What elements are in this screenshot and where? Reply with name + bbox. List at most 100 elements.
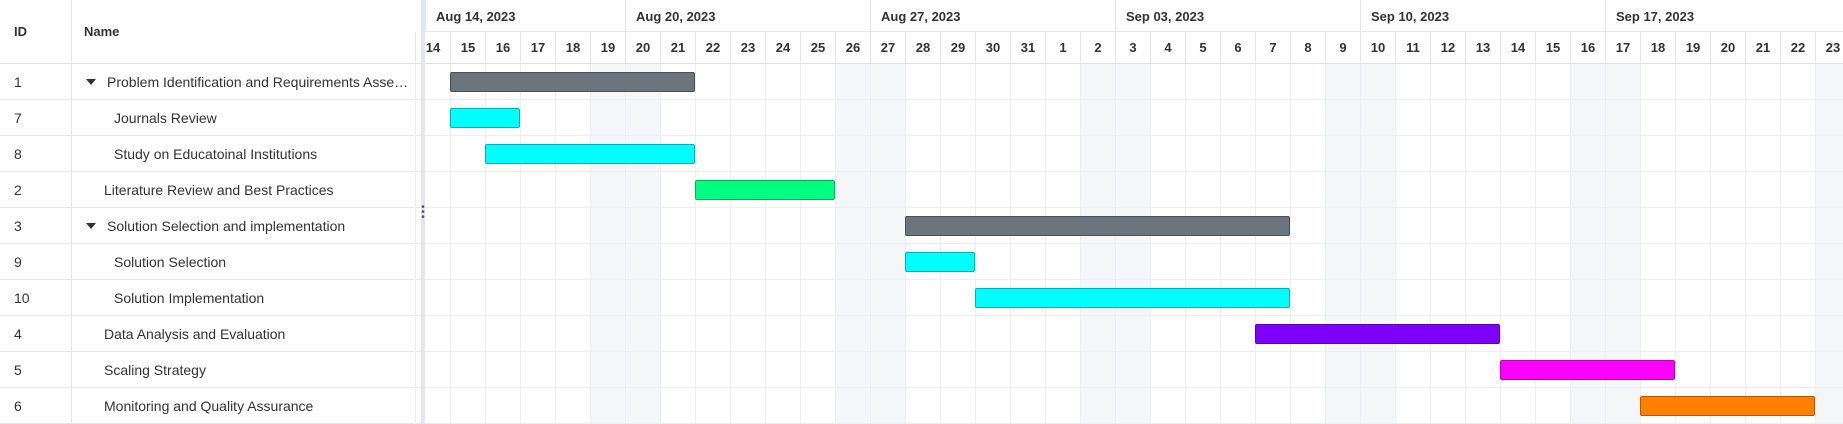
- day-label: 10: [1360, 32, 1395, 64]
- day-column: [1640, 64, 1675, 424]
- task-bar[interactable]: [905, 216, 1290, 236]
- week-header: Sep 10, 2023: [1360, 0, 1605, 32]
- day-column: [555, 64, 590, 424]
- day-column: [905, 64, 940, 424]
- timeline-row: [425, 64, 1843, 100]
- day-label: 24: [765, 32, 800, 64]
- day-label: 14: [1500, 32, 1535, 64]
- day-label: 25: [800, 32, 835, 64]
- week-header: Aug 27, 2023: [870, 0, 1115, 32]
- row-id: 4: [14, 326, 22, 342]
- day-column: [590, 64, 625, 424]
- table-row[interactable]: 7 Journals Review: [0, 100, 421, 136]
- week-label: Aug 20, 2023: [636, 9, 716, 24]
- table-row[interactable]: 3 Solution Selection and implementation: [0, 208, 421, 244]
- task-bar[interactable]: [695, 180, 835, 200]
- task-bar[interactable]: [975, 288, 1290, 308]
- table-row[interactable]: 10 Solution Implementation: [0, 280, 421, 316]
- row-id: 8: [14, 146, 22, 162]
- table-row[interactable]: 6 Monitoring and Quality Assurance: [0, 388, 421, 424]
- day-column: [1290, 64, 1325, 424]
- day-column: [1220, 64, 1255, 424]
- task-name: Journals Review: [114, 110, 217, 126]
- day-column: [625, 64, 660, 424]
- task-bar[interactable]: [1500, 360, 1675, 380]
- day-column: [975, 64, 1010, 424]
- table-row[interactable]: 8 Study on Educatoinal Institutions: [0, 136, 421, 172]
- day-column: [660, 64, 695, 424]
- day-label: 30: [975, 32, 1010, 64]
- row-id: 9: [14, 254, 22, 270]
- day-column: [1430, 64, 1465, 424]
- day-column: [1745, 64, 1780, 424]
- task-name: Solution Selection: [114, 254, 227, 270]
- day-label: 8: [1290, 32, 1325, 64]
- day-label: 12: [1430, 32, 1465, 64]
- task-bar[interactable]: [485, 144, 695, 164]
- task-bar[interactable]: [450, 108, 520, 128]
- day-column: [1150, 64, 1185, 424]
- task-bar[interactable]: [1640, 396, 1815, 416]
- day-column: [800, 64, 835, 424]
- row-id: 5: [14, 362, 22, 378]
- table-row[interactable]: 9 Solution Selection: [0, 244, 421, 280]
- day-column: [695, 64, 730, 424]
- timeline-row: [425, 280, 1843, 316]
- day-label: 23: [730, 32, 765, 64]
- table-row[interactable]: 5 Scaling Strategy: [0, 352, 421, 388]
- timeline-row: [425, 136, 1843, 172]
- day-column: [730, 64, 765, 424]
- day-label: 14: [415, 32, 450, 64]
- week-label: Aug 27, 2023: [881, 9, 961, 24]
- day-label: 17: [1605, 32, 1640, 64]
- table-row[interactable]: 4 Data Analysis and Evaluation: [0, 316, 421, 352]
- day-column: [1395, 64, 1430, 424]
- timeline-row: [425, 352, 1843, 388]
- week-label: Sep 10, 2023: [1371, 9, 1450, 24]
- collapse-caret-icon[interactable]: [86, 79, 96, 85]
- day-column: [485, 64, 520, 424]
- timeline-row: [425, 316, 1843, 352]
- row-id: 2: [14, 182, 22, 198]
- day-column: [1815, 64, 1843, 424]
- table-row[interactable]: 2 Literature Review and Best Practices: [0, 172, 421, 208]
- column-header-id[interactable]: ID: [14, 24, 27, 39]
- table-row[interactable]: 1 Problem Identification and Requirements…: [0, 64, 421, 100]
- day-column: [1710, 64, 1745, 424]
- day-label: 27: [870, 32, 905, 64]
- day-label: 20: [1710, 32, 1745, 64]
- day-label: 16: [485, 32, 520, 64]
- task-bar[interactable]: [450, 72, 695, 92]
- day-label: 19: [1675, 32, 1710, 64]
- task-name: Study on Educatoinal Institutions: [114, 146, 318, 162]
- day-label: 26: [835, 32, 870, 64]
- collapse-caret-icon[interactable]: [86, 223, 96, 229]
- day-label: 28: [905, 32, 940, 64]
- day-column: [1325, 64, 1360, 424]
- day-column: [1535, 64, 1570, 424]
- day-column: [835, 64, 870, 424]
- day-label: 23: [1815, 32, 1843, 64]
- task-bar[interactable]: [905, 252, 975, 272]
- day-label: 16: [1570, 32, 1605, 64]
- day-label: 3: [1115, 32, 1150, 64]
- week-label: Sep 17, 2023: [1616, 9, 1695, 24]
- panel-splitter[interactable]: [421, 0, 425, 424]
- task-name: Literature Review and Best Practices: [104, 182, 334, 198]
- task-name: Solution Selection and implementation: [107, 218, 346, 234]
- day-label: 21: [660, 32, 695, 64]
- column-divider: [71, 0, 72, 424]
- timeline-header: Aug 14, 2023 Aug 20, 2023 Aug 27, 2023 Sep …: [415, 0, 1843, 64]
- day-label: 18: [1640, 32, 1675, 64]
- splitter-handle-icon[interactable]: • • •: [421, 202, 425, 223]
- task-name: Problem Identification and Requirements …: [107, 74, 409, 90]
- task-name: Scaling Strategy: [104, 362, 206, 378]
- row-id: 6: [14, 398, 22, 414]
- week-header: Aug 14, 2023: [425, 0, 625, 32]
- week-scale: Aug 14, 2023 Aug 20, 2023 Aug 27, 2023 Sep …: [425, 0, 1843, 32]
- task-bar[interactable]: [1255, 324, 1500, 344]
- day-column: [1185, 64, 1220, 424]
- column-header-name[interactable]: Name: [84, 24, 120, 39]
- day-label: 15: [450, 32, 485, 64]
- week-header: Sep 17, 2023: [1605, 0, 1843, 32]
